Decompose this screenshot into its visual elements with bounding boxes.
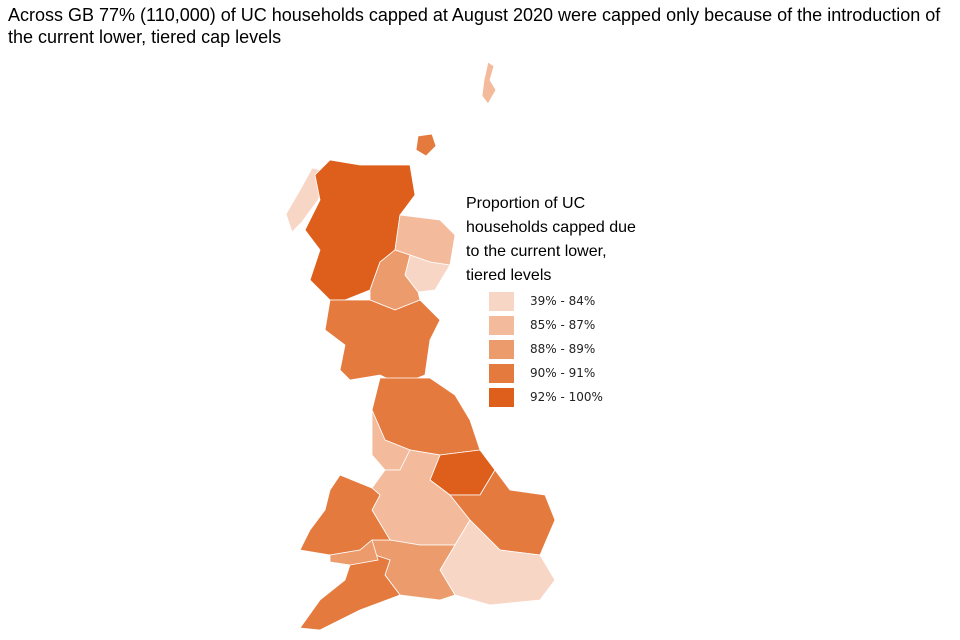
scotland-central	[369, 249, 421, 311]
legend-label: 39% - 84%	[530, 294, 596, 308]
legend-swatch	[489, 363, 514, 383]
title: Across GB 77% (110,000) of UC households…	[8, 5, 941, 47]
scotland-highlands	[304, 159, 416, 301]
legend-swatch	[489, 339, 514, 359]
legend-item: 88% - 89%	[489, 337, 603, 361]
legend-label: 90% - 91%	[530, 366, 596, 380]
england-east	[449, 469, 556, 556]
legend-label: 88% - 89%	[530, 342, 596, 356]
wales-south	[329, 539, 379, 566]
england-southwest	[299, 549, 401, 631]
legend-title: Proportion of UC households capped due t…	[466, 195, 636, 284]
orkney	[415, 133, 437, 157]
legend-swatch	[489, 291, 514, 311]
legend: 39% - 84% 85% - 87% 88% - 89% 90% - 91% 92% …	[489, 289, 603, 409]
scotland-south	[324, 299, 441, 386]
legend-item: 92% - 100%	[489, 385, 603, 409]
legend-item: 90% - 91%	[489, 361, 603, 385]
legend-item: 85% - 87%	[489, 313, 603, 337]
legend-item: 39% - 84%	[489, 289, 603, 313]
legend-swatch	[489, 315, 514, 335]
legend-label: 92% - 100%	[530, 390, 603, 404]
legend-label: 85% - 87%	[530, 318, 596, 332]
shetland	[481, 61, 497, 105]
legend-swatch	[489, 387, 514, 407]
